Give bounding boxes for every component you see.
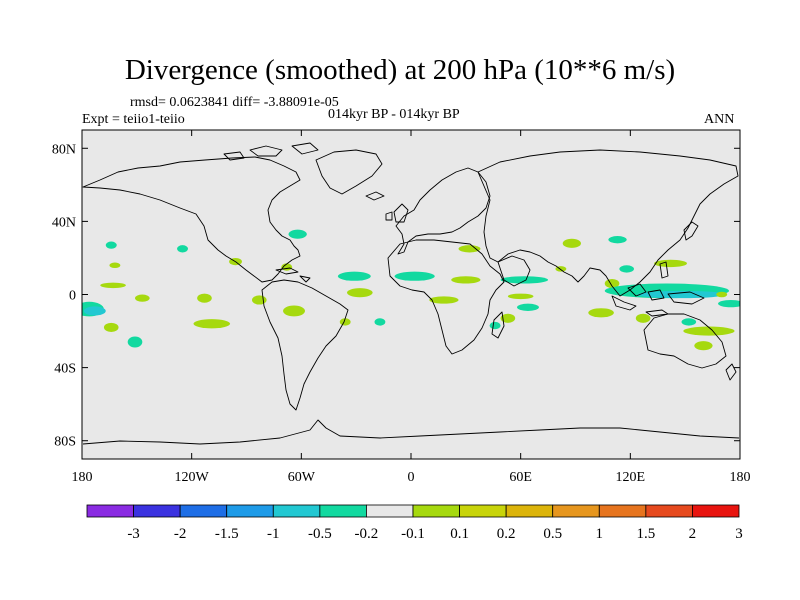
colorbar-label: 1 [596, 526, 604, 542]
coastlines [82, 142, 740, 445]
positive-divergence-patch [694, 341, 713, 351]
colorbar-label: -1 [267, 526, 280, 542]
positive-divergence-patch [451, 276, 481, 284]
negative-divergence-patch [489, 321, 501, 330]
positive-divergence-patch [103, 322, 119, 332]
positive-divergence-patch [429, 296, 459, 304]
positive-divergence-patch [283, 305, 305, 317]
colorbar-swatch [226, 504, 274, 518]
negative-divergence-patch [681, 318, 697, 326]
x-tick-label: 120W [175, 470, 210, 485]
colorbar-label: -1.5 [215, 526, 239, 542]
colorbar-swatch [272, 504, 321, 518]
y-tick-label: 80N [52, 142, 76, 157]
colorbar-swatch [86, 504, 134, 518]
x-tick-label: 180 [730, 470, 751, 485]
y-tick-label: 0 [69, 289, 76, 304]
y-tick-label: 80S [54, 435, 76, 450]
negative-divergence-patch [83, 306, 106, 316]
colorbar-label: 0.1 [450, 526, 469, 542]
negative-divergence-patch [337, 271, 371, 281]
colorbar-label: -0.2 [355, 526, 379, 542]
positive-divergence-patch [654, 259, 687, 268]
colorbar-label: 1.5 [636, 526, 655, 542]
colorbar: -3 -2 -1.5 -1 -0.5 -0.2 -0.1 0.1 0.2 0.5 1 1.5 2 3 [86, 504, 743, 542]
negative-divergence-patch [517, 303, 539, 311]
negative-divergence-patch [619, 265, 634, 273]
positive-divergence-patch [100, 282, 126, 289]
colorbar-label: 0.2 [497, 526, 516, 542]
negative-divergence-patch [608, 236, 627, 244]
y-tick-label: 40S [54, 362, 76, 377]
colorbar-swatch [412, 504, 460, 518]
positive-divergence-patch [135, 294, 150, 302]
negative-divergence-patch [288, 229, 307, 239]
negative-divergence-patch [177, 245, 189, 253]
x-tick-label: 0 [408, 470, 415, 485]
positive-divergence-patch [347, 288, 373, 298]
colorbar-label: 0.5 [543, 526, 562, 542]
negative-divergence-patch [637, 290, 726, 299]
x-tick-label: 180 [72, 470, 93, 485]
positive-divergence-patch [458, 245, 481, 253]
colorbar-swatch [692, 504, 740, 518]
negative-divergence-patch [394, 271, 435, 281]
map-axes: 180 120W 60W 0 60E 120E 180 80N 40N 0 40S 80S [52, 130, 751, 485]
negative-divergence-patch [105, 241, 117, 249]
positive-divergence-patch [507, 293, 534, 300]
positive-divergence-patch [716, 291, 728, 298]
colorbar-swatch [645, 504, 693, 518]
positive-divergence-patch [197, 293, 212, 303]
x-tick-label: 60E [509, 470, 532, 485]
plot-title: Divergence (smoothed) at 200 hPa (10**6 … [124, 54, 676, 86]
rmsd-diff-stats: rmsd= 0.0623841 diff= -3.88091e-05 [130, 95, 339, 110]
positive-divergence-patch [635, 313, 651, 323]
positive-divergence-patch [193, 319, 231, 329]
colorbar-swatch [179, 504, 228, 518]
colorbar-label: 3 [735, 526, 743, 542]
positive-divergence-patch [604, 278, 620, 289]
colorbar-label: 2 [689, 526, 697, 542]
season-label: ANN [704, 112, 735, 127]
colorbar-label: -2 [174, 526, 187, 542]
x-tick-label: 60W [288, 470, 316, 485]
positive-divergence-patch [683, 326, 735, 336]
positive-divergence-patch [251, 295, 267, 305]
colorbar-swatch [459, 504, 507, 518]
positive-divergence-patch [109, 262, 121, 268]
negative-divergence-patch [374, 318, 386, 326]
colorbar-label: -0.5 [308, 526, 332, 542]
y-tick-label: 40N [52, 215, 76, 230]
colorbar-swatch [598, 504, 647, 518]
negative-divergence-patch [127, 336, 143, 348]
colorbar-swatch [366, 504, 414, 518]
x-tick-label: 120E [616, 470, 646, 485]
positive-divergence-patch [500, 313, 516, 323]
positive-divergence-patch [562, 238, 581, 248]
colorbar-label: -3 [127, 526, 140, 542]
period-label: 014kyr BP - 014kyr BP [328, 107, 460, 122]
colorbar-swatch [505, 504, 554, 518]
positive-divergence-patch [339, 318, 351, 326]
colorbar-swatch [319, 504, 367, 518]
colorbar-swatch [552, 504, 600, 518]
negative-divergence-patch [500, 276, 549, 284]
colorbar-label: -0.1 [401, 526, 425, 542]
colorbar-swatch [133, 504, 181, 518]
negative-divergence-patch [718, 299, 740, 308]
experiment-label: Expt = teiio1-teiio [82, 112, 185, 127]
positive-divergence-patch [588, 308, 614, 318]
